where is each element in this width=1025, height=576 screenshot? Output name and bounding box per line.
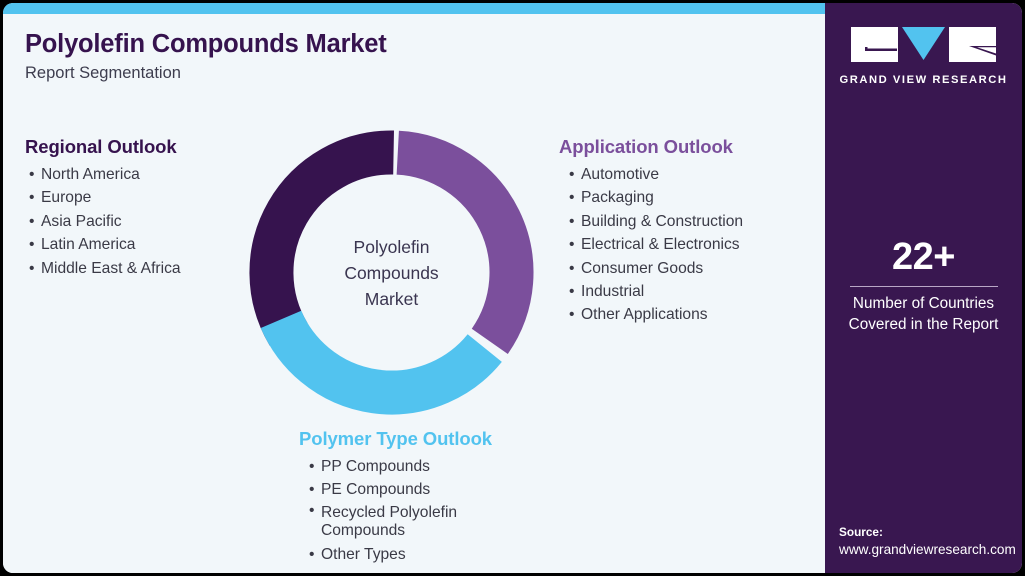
list-item: North America — [29, 163, 181, 187]
logo-r-block — [949, 27, 996, 62]
logo-g-cut — [865, 47, 897, 51]
list-item: Consumer Goods — [569, 257, 743, 281]
list-item: Europe — [29, 186, 181, 210]
top-accent-bar — [3, 3, 825, 14]
application-outlook-column: Application Outlook Automotive Packaging… — [559, 136, 743, 327]
donut-segment-regional — [249, 130, 394, 346]
stat-block: 22+ Number of Countries Covered in the R… — [825, 235, 1022, 335]
segmentation-donut-chart: Polyolefin Compounds Market — [249, 130, 534, 415]
page-title: Polyolefin Compounds Market — [25, 30, 387, 58]
polymer-type-outlook-heading: Polymer Type Outlook — [299, 428, 492, 449]
polymer-type-outlook-column: Polymer Type Outlook PP Compounds PE Com… — [299, 428, 493, 567]
list-item: Asia Pacific — [29, 210, 181, 234]
gvr-logo-text: GRAND VIEW RESEARCH — [839, 74, 1008, 86]
page-subtitle: Report Segmentation — [25, 64, 181, 82]
source-title: Source: — [839, 525, 883, 539]
list-item: PP Compounds — [309, 455, 493, 479]
list-item: Other Applications — [569, 303, 743, 327]
stat-divider — [849, 286, 998, 287]
stat-value: 22+ — [892, 236, 955, 278]
list-item: Packaging — [569, 186, 743, 210]
gvr-logo: GRAND VIEW RESEARCH — [825, 27, 1022, 86]
content-area: Polyolefin Compounds Market Report Segme… — [3, 14, 825, 573]
logo-v-triangle — [902, 27, 945, 60]
donut-center-line-3: Market — [364, 289, 419, 309]
stat-label-line-2: Covered in the Report — [848, 316, 999, 333]
gvr-logo-mark — [851, 27, 996, 62]
brand-panel: GRAND VIEW RESEARCH 22+ Number of Countr… — [825, 3, 1022, 573]
list-item: Middle East & Africa — [29, 257, 181, 281]
logo-r-cut — [969, 46, 996, 56]
list-item: Latin America — [29, 233, 181, 257]
gvr-logo-svg — [851, 27, 996, 62]
application-outlook-heading: Application Outlook — [559, 136, 733, 157]
donut-center-label: Polyolefin Compounds Market — [249, 234, 534, 312]
list-item: Electrical & Electronics — [569, 233, 743, 257]
donut-center-line-2: Compounds — [344, 263, 439, 283]
list-item: Other Types — [309, 543, 493, 567]
infographic-card: Polyolefin Compounds Market Report Segme… — [3, 3, 1022, 573]
list-item: Industrial — [569, 280, 743, 304]
application-outlook-list: Automotive Packaging Building & Construc… — [569, 163, 743, 327]
list-item: Automotive — [569, 163, 743, 187]
stat-label-line-1: Number of Countries — [852, 295, 995, 312]
donut-segment-polymer — [260, 310, 502, 415]
donut-center-line-1: Polyolefin — [353, 237, 430, 257]
source-block: Source: www.grandviewresearch.com — [839, 524, 1016, 559]
regional-outlook-list: North America Europe Asia Pacific Latin … — [29, 163, 181, 280]
regional-outlook-column: Regional Outlook North America Europe As… — [25, 136, 181, 280]
list-item: Building & Construction — [569, 210, 743, 234]
source-url[interactable]: www.grandviewresearch.com — [839, 542, 1016, 557]
list-item: Recycled Polyolefin Compounds — [309, 502, 493, 543]
logo-g-block — [851, 27, 898, 62]
donut-svg — [249, 130, 534, 415]
list-item: PE Compounds — [309, 478, 493, 502]
polymer-type-outlook-list: PP Compounds PE Compounds Recycled Polyo… — [309, 455, 493, 567]
donut-segment-application — [396, 130, 534, 354]
stat-label: Number of Countries Covered in the Repor… — [825, 293, 1022, 335]
regional-outlook-heading: Regional Outlook — [25, 136, 177, 157]
